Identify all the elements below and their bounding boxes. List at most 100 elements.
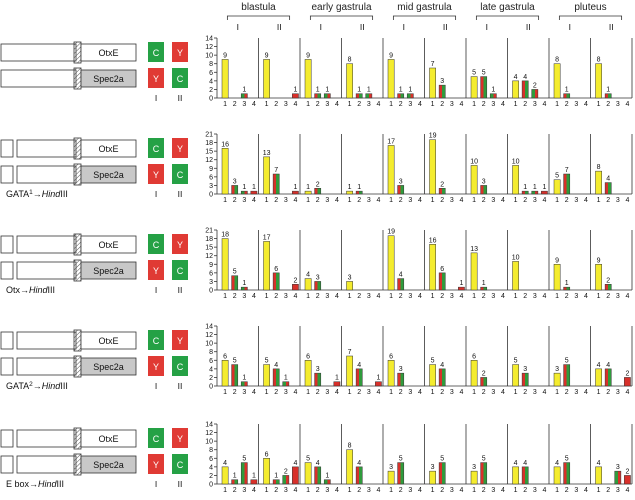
bar-r2-p0-b1 bbox=[231, 275, 239, 291]
bar-r4-p9-b3 bbox=[624, 475, 631, 485]
bar-r3-p4-b1 bbox=[397, 372, 405, 387]
bar-value-label-r3-p1-b1: 4 bbox=[274, 362, 278, 369]
x-tick-label: 4 bbox=[418, 389, 422, 396]
bar-value-label-r4-p2-b1: 4 bbox=[316, 460, 320, 467]
bar-value-label-r2-p6-b1: 1 bbox=[482, 280, 486, 287]
spec2a-label: Spec2a bbox=[93, 460, 124, 470]
x-tick-label: 4 bbox=[459, 197, 463, 204]
bar-r0-p9-b0 bbox=[595, 63, 602, 99]
x-tick-label: 3 bbox=[491, 101, 495, 108]
spec2a-label: Spec2a bbox=[93, 362, 124, 372]
bar-value-label-r3-p7-b0: 5 bbox=[514, 358, 518, 365]
x-tick-label: 1 bbox=[306, 389, 310, 396]
bar-r4-p8-b0 bbox=[553, 466, 561, 485]
x-tick-label: 4 bbox=[625, 101, 629, 108]
x-tick-label: 2 bbox=[482, 389, 486, 396]
spec2a-box bbox=[80, 455, 137, 474]
bar-value-label-r3-p0-b1: 5 bbox=[233, 358, 237, 365]
bar-value-label-r3-p9-b0: 4 bbox=[597, 362, 601, 369]
x-tick-label: 3 bbox=[284, 487, 288, 494]
bar-value-label-r1-p7-b3: 1 bbox=[542, 184, 546, 191]
x-tick-label: 3 bbox=[242, 487, 246, 494]
bar-r0-p2-b0 bbox=[304, 59, 312, 99]
reporter-letter-top_col1: C bbox=[153, 336, 160, 346]
stage-bracket-4 bbox=[558, 15, 623, 20]
x-tick-label: 1 bbox=[348, 293, 352, 300]
bar-r3-p3-b0 bbox=[346, 355, 353, 387]
x-tick-label: 2 bbox=[565, 487, 569, 494]
x-tick-label: 3 bbox=[574, 389, 578, 396]
top-module-box-a bbox=[0, 429, 14, 448]
mutation-label-part-2: → bbox=[33, 189, 42, 199]
bar-r3-p4-b0 bbox=[387, 360, 395, 387]
bar-value-label-r4-p9-b0: 4 bbox=[597, 460, 601, 467]
otxe-box bbox=[80, 331, 137, 350]
x-tick-label: 1 bbox=[514, 197, 518, 204]
x-tick-label: 1 bbox=[555, 487, 559, 494]
bar-r3-p7-b0 bbox=[512, 364, 519, 387]
x-tick-label: 3 bbox=[408, 293, 412, 300]
y-tick-label: 3 bbox=[209, 279, 213, 286]
stage-col-1-3: I bbox=[486, 22, 488, 32]
x-tick-label: 3 bbox=[367, 197, 371, 204]
bar-r4-p0-b0 bbox=[221, 466, 229, 485]
stage-col-1-2: I bbox=[403, 22, 405, 32]
x-tick-label: 4 bbox=[335, 101, 339, 108]
bar-value-label-r2-p0-b2: 1 bbox=[242, 280, 246, 287]
x-tick-label: 3 bbox=[325, 389, 329, 396]
x-tick-label: 4 bbox=[584, 487, 588, 494]
reporter-letter-bottom_col2: C bbox=[177, 74, 184, 84]
bar-value-label-r0-p9-b1: 1 bbox=[606, 87, 610, 94]
reporter-letter-bottom_col2: C bbox=[177, 170, 184, 180]
reporter-letter-bottom_col1: Y bbox=[153, 460, 159, 470]
mutation-label-part-4: III bbox=[57, 479, 65, 489]
reporter-top_col1 bbox=[148, 330, 164, 350]
bar-value-label-r1-p9-b1: 4 bbox=[606, 176, 610, 183]
bar-r3-p3-b3 bbox=[375, 381, 382, 387]
x-tick-label: 2 bbox=[523, 101, 527, 108]
x-tick-label: 1 bbox=[389, 293, 393, 300]
x-tick-label: 1 bbox=[389, 101, 393, 108]
col-label-I: I bbox=[155, 285, 157, 295]
otxe-box bbox=[80, 43, 137, 62]
x-tick-label: 1 bbox=[306, 101, 310, 108]
bar-r0-p8-b0 bbox=[553, 63, 561, 99]
bar-value-label-r2-p5-b0: 16 bbox=[429, 237, 437, 244]
bar-r2-p5-b3 bbox=[458, 286, 465, 291]
stage-bracket-1 bbox=[309, 15, 374, 20]
mutation-label-part-3: Hind bbox=[42, 189, 62, 199]
x-tick-label: 4 bbox=[584, 101, 588, 108]
bar-value-label-r2-p0-b0: 18 bbox=[221, 232, 229, 239]
x-tick-label: 4 bbox=[584, 389, 588, 396]
bar-r1-p8-b0 bbox=[553, 179, 561, 195]
bar-value-label-r3-p3-b0: 7 bbox=[348, 349, 352, 356]
stage-col-2-2: II bbox=[443, 22, 448, 32]
mutation-label: GATA2→HindIII bbox=[6, 381, 68, 392]
x-tick-label: 1 bbox=[223, 101, 227, 108]
bar-r0-p5-b1 bbox=[438, 84, 446, 99]
reporter-bottom_col2 bbox=[172, 164, 188, 184]
x-tick-label: 2 bbox=[316, 101, 320, 108]
bar-r0-p1-b0 bbox=[263, 59, 270, 99]
bottom-module-box-b bbox=[16, 455, 77, 474]
x-tick-label: 3 bbox=[450, 487, 454, 494]
col-label-II: II bbox=[178, 479, 183, 489]
bar-value-label-r3-p9-b1: 4 bbox=[606, 362, 610, 369]
bar-r3-p9-b3 bbox=[624, 377, 631, 387]
x-tick-label: 4 bbox=[501, 389, 505, 396]
spec2a-box bbox=[80, 165, 137, 184]
bar-value-label-r3-p6-b1: 2 bbox=[482, 370, 486, 377]
y-tick-label: 18 bbox=[205, 140, 213, 147]
mutation-label-part-4: III bbox=[60, 189, 68, 199]
x-tick-label: 4 bbox=[418, 101, 422, 108]
bar-value-label-r3-p0-b0: 6 bbox=[223, 353, 227, 360]
x-tick-label: 1 bbox=[265, 197, 269, 204]
y-tick-label: 15 bbox=[205, 149, 213, 156]
x-tick-label: 1 bbox=[348, 389, 352, 396]
bar-r4-p0-b2 bbox=[240, 462, 248, 485]
bar-r3-p8-b0 bbox=[553, 372, 561, 387]
x-tick-label: 3 bbox=[491, 389, 495, 396]
